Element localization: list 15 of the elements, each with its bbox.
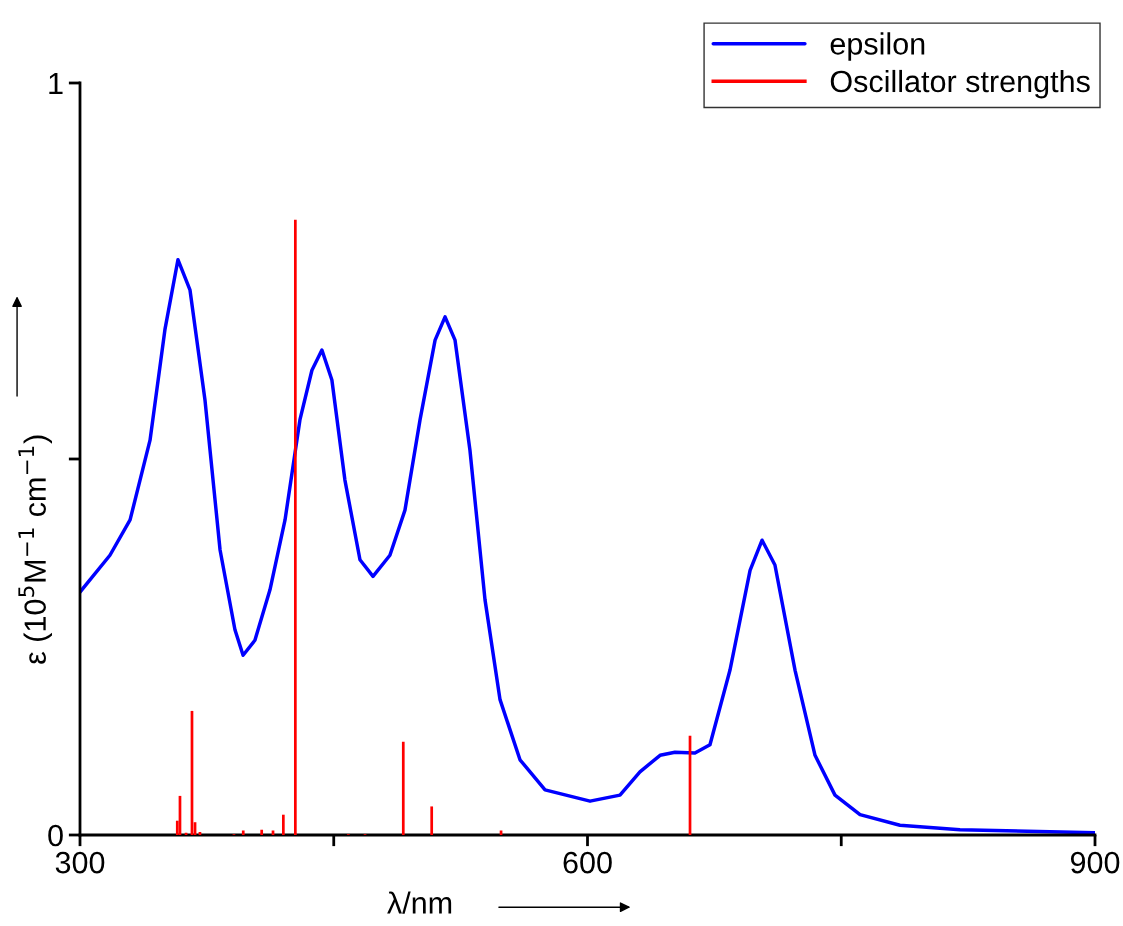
x-tick-label: 300: [55, 851, 105, 874]
x-axis-title: λ/nm: [387, 891, 452, 914]
bar: [401, 741, 405, 835]
y-axis-title: ε (10$^{5}$M$^{−1}$ cm$^{−1}$): [18, 435, 52, 664]
bar: [241, 830, 245, 835]
legend-label: Oscillator strengths: [830, 69, 1090, 99]
x-tick-label: 600: [563, 851, 612, 874]
bar: [260, 829, 264, 835]
legend-label: epsilon: [830, 32, 925, 61]
bar: [294, 219, 297, 835]
y-tick-label: 0: [48, 824, 63, 847]
bar: [281, 814, 285, 835]
y-tick-label: 1: [49, 73, 63, 95]
x-tick-label: 900: [1070, 851, 1120, 874]
bar: [430, 806, 434, 835]
